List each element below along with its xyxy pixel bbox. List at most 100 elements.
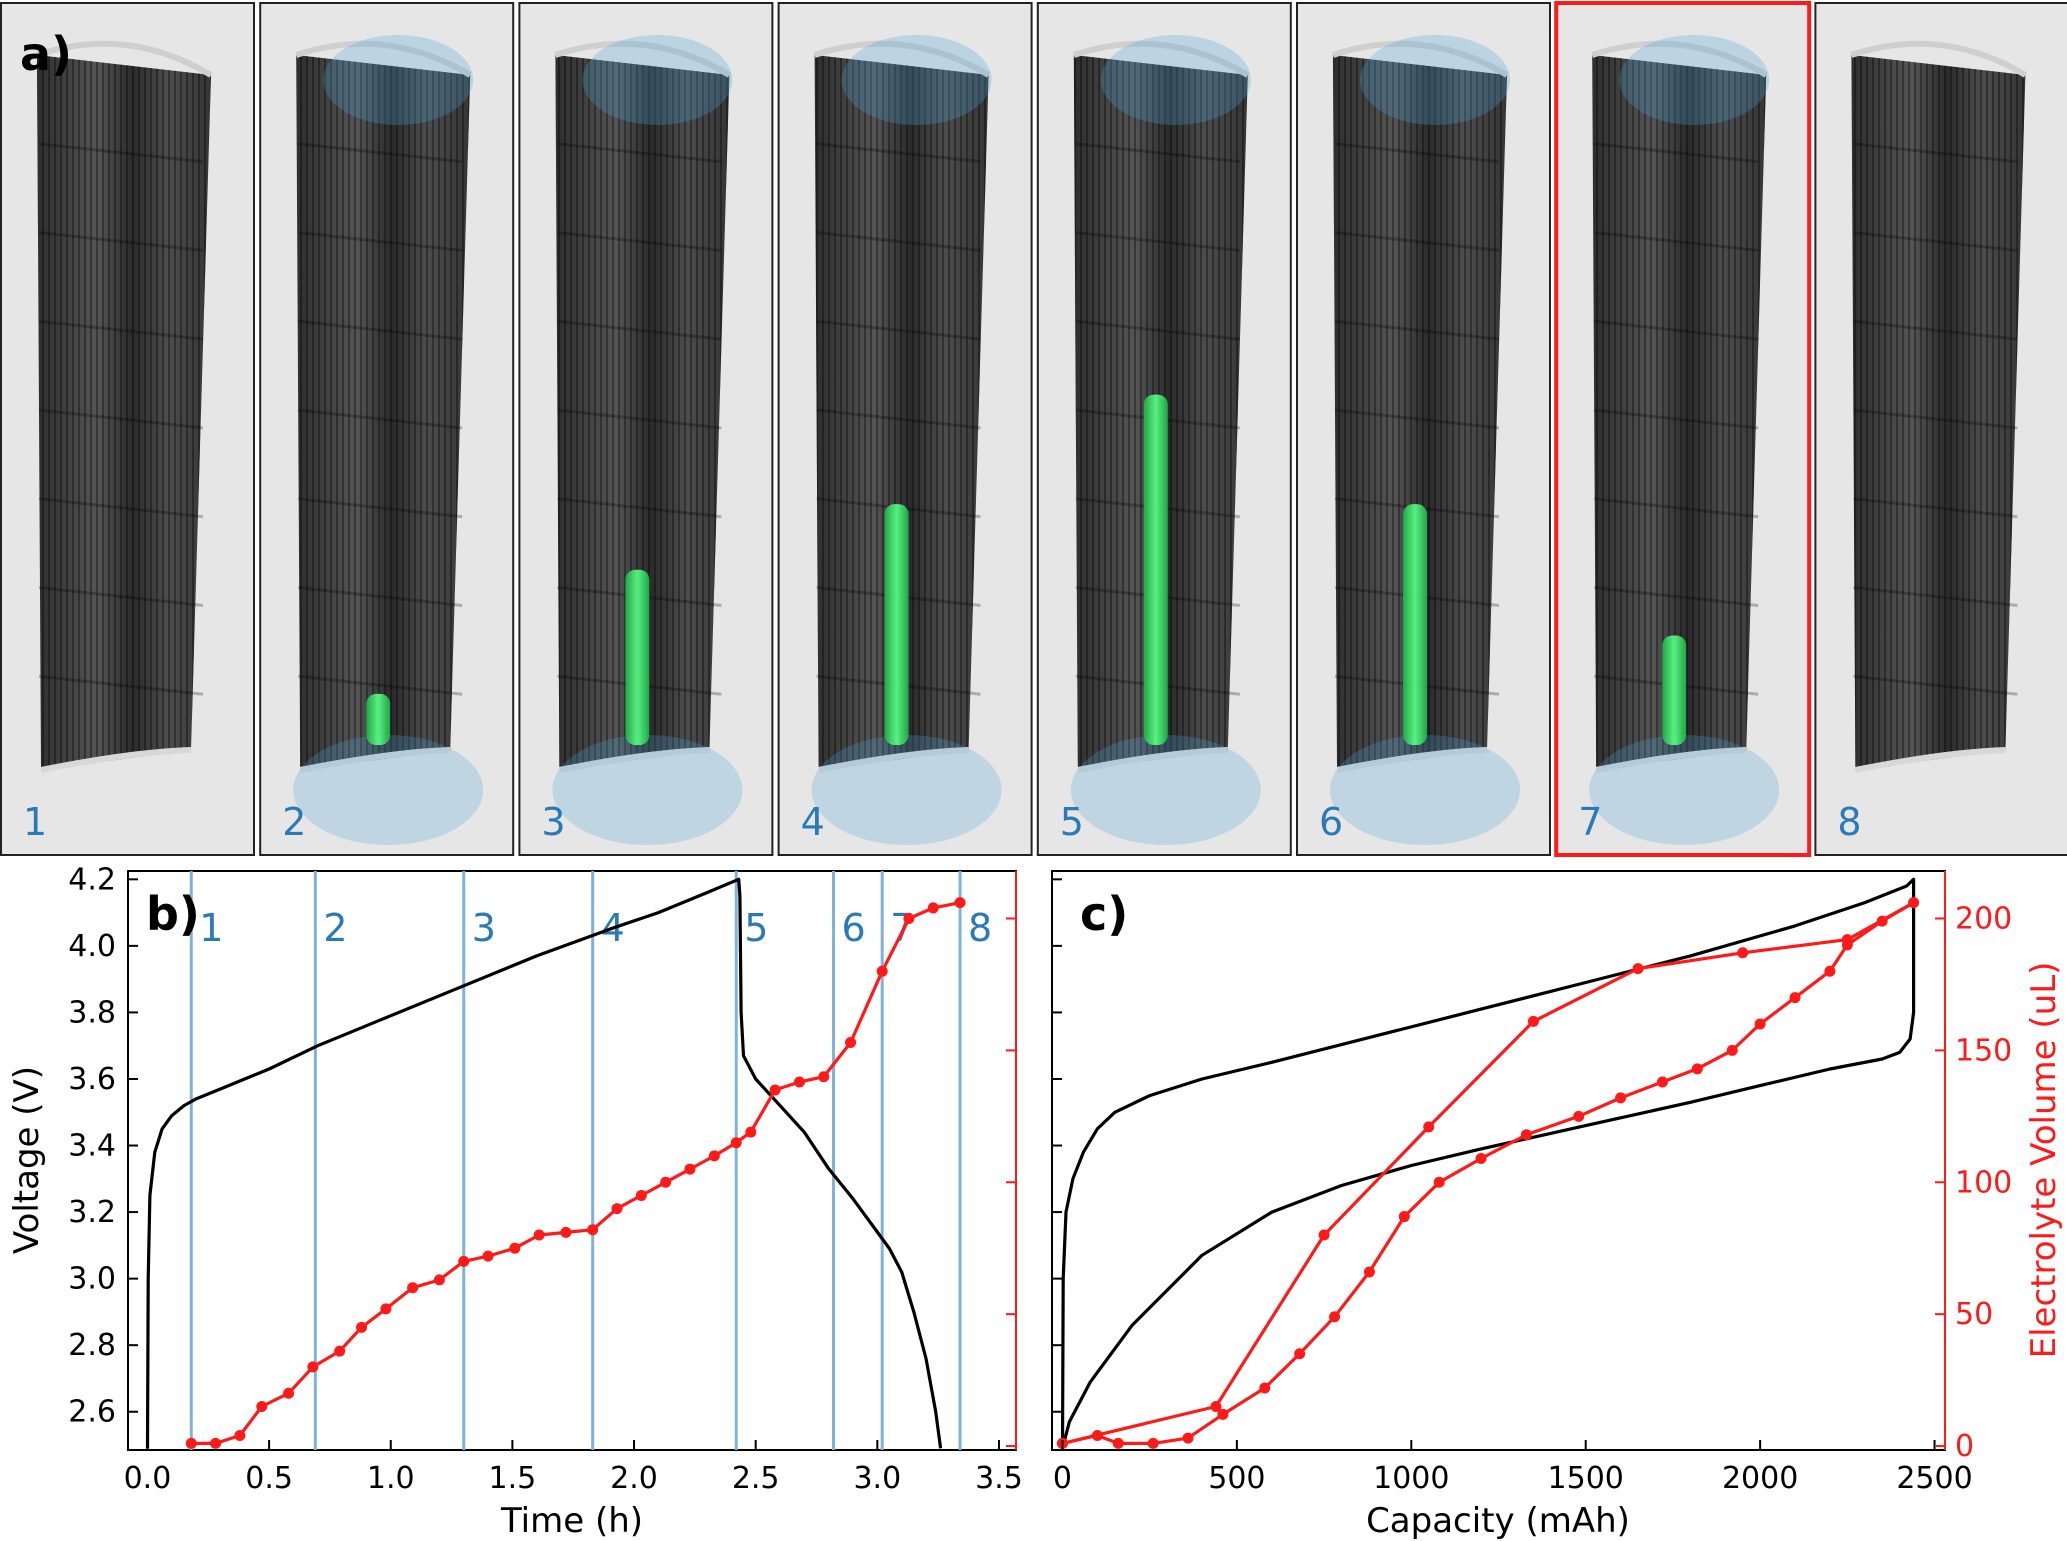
cell-windings (296, 55, 471, 770)
y2-tick-label: 50 (1955, 1297, 1993, 1332)
cell-bottom-cap (40, 747, 192, 773)
x-tick-label: 1000 (1373, 1461, 1449, 1496)
x-tick-label: 0.5 (245, 1461, 293, 1496)
electrolyte-volume-point (1520, 1129, 1532, 1141)
electrolyte-volume-point (927, 902, 939, 914)
electrolyte-volume-point (1398, 1211, 1410, 1223)
cell-band (1853, 142, 2018, 164)
electrolyte-volume-line (1062, 901, 1916, 1445)
chart-b-label: b) (146, 887, 200, 941)
electrolyte-volume-point (1789, 992, 1801, 1004)
electrolyte-volume-point (1876, 915, 1888, 927)
x-tick-label: 1500 (1548, 1461, 1624, 1496)
electrolyte-volume-point (1259, 1382, 1271, 1394)
cell-band (1853, 497, 2018, 519)
y-tick-label: 3.2 (68, 1195, 116, 1230)
cell-band (816, 231, 981, 252)
electrolyte-volume-point (1147, 1437, 1159, 1449)
electrolyte-volume-point (185, 1437, 197, 1449)
electrolyte-volume-point (1726, 1044, 1738, 1056)
cell-band (557, 319, 722, 341)
cell-band (1594, 408, 1759, 430)
electrolyte-volume-point (334, 1345, 346, 1357)
electrolyte-volume-point (954, 897, 966, 909)
time-marker-label: 6 (842, 906, 866, 950)
y-tick-label: 2.8 (68, 1328, 116, 1363)
panel-number: 4 (801, 800, 825, 844)
gas-cloud-top (1100, 35, 1251, 125)
chart-c-xlabel: Capacity (mAh) (1366, 1501, 1630, 1541)
cell-top-cap (554, 40, 731, 78)
cell-band (298, 408, 463, 430)
x-tick-label: 1.0 (367, 1461, 415, 1496)
chart-c-label: c) (1080, 887, 1128, 941)
electrolyte-volume-point (769, 1084, 781, 1096)
cell-top-cap (1850, 40, 2027, 78)
electrolyte-volume-point (1112, 1437, 1124, 1449)
electrolyte-volume-point (1433, 1176, 1445, 1188)
electrolyte-core (1403, 504, 1427, 745)
panel-number: 3 (541, 800, 565, 844)
gas-cloud-bottom (1330, 735, 1520, 845)
electrolyte-volume-point (708, 1150, 720, 1162)
electrolyte-volume-point (210, 1437, 222, 1449)
cell-bottom-cap (1595, 747, 1747, 773)
electrolyte-core (366, 693, 391, 745)
cell-band (1075, 142, 1240, 164)
cell-windings (1333, 55, 1507, 770)
electrolyte-core (1662, 635, 1687, 745)
y-tick-label: 3.0 (68, 1262, 116, 1297)
x-tick-label: 1.5 (489, 1461, 537, 1496)
gas-cloud-bottom (1070, 735, 1261, 845)
cell-band (38, 408, 204, 430)
electrolyte-volume-point (256, 1400, 268, 1412)
electrolyte-core (625, 569, 650, 745)
gas-cloud-top (1619, 35, 1770, 125)
cell-band (557, 497, 722, 519)
cell-band (557, 231, 722, 252)
panel-number: 7 (1578, 800, 1602, 844)
cell-band (38, 142, 204, 164)
electrolyte-volume-point (1423, 1121, 1435, 1133)
electrolyte-volume-point (635, 1189, 647, 1201)
electrolyte-volume-line (191, 901, 961, 1445)
electrolyte-volume-point (903, 912, 915, 924)
x-tick-label: 0.0 (124, 1461, 172, 1496)
time-marker-label: 7 (890, 906, 914, 950)
electrolyte-volume-point (1294, 1348, 1306, 1360)
cell-band (1594, 142, 1759, 164)
ct-panel-6: 6 (1296, 2, 1551, 856)
cell-bottom-cap (299, 747, 451, 773)
x-tick-label: 2.0 (610, 1461, 658, 1496)
cell-bottom-cap (1336, 747, 1488, 773)
time-marker-label: 3 (472, 906, 496, 950)
gas-cloud-bottom (552, 735, 743, 845)
cell-band (1075, 319, 1240, 341)
ct-panel-7: 7 (1554, 1, 1812, 857)
cell-windings (1592, 55, 1767, 770)
y-tick-label: 4.2 (68, 862, 116, 897)
electrolyte-volume-point (611, 1203, 623, 1215)
cell-top-cap (295, 40, 472, 78)
time-marker-label: 8 (968, 906, 992, 950)
cell-bottom-cap (1854, 747, 2006, 773)
electrolyte-volume-point (1841, 939, 1853, 951)
cell-band (1853, 586, 2018, 607)
voltage-line (145, 877, 943, 1449)
gas-cloud-top (323, 35, 474, 125)
x-tick-label: 500 (1208, 1461, 1265, 1496)
chart-c-plot-area (1051, 870, 1946, 1451)
gas-cloud-bottom (293, 735, 484, 845)
electrolyte-volume-point (509, 1242, 521, 1254)
panel-number: 5 (1060, 800, 1084, 844)
gas-cloud-top (1360, 35, 1510, 125)
y2-tick-label: 200 (1955, 901, 2012, 936)
y2-tick-label: 100 (1955, 1165, 2012, 1200)
electrolyte-volume-point (234, 1429, 246, 1441)
y2-tick-label: 0 (1955, 1429, 1974, 1464)
cell-band (1594, 231, 1759, 252)
electrolyte-volume-point (1527, 1015, 1539, 1027)
cell-band (557, 142, 722, 164)
y-tick-label: 3.8 (68, 995, 116, 1030)
cell-band (816, 142, 981, 164)
